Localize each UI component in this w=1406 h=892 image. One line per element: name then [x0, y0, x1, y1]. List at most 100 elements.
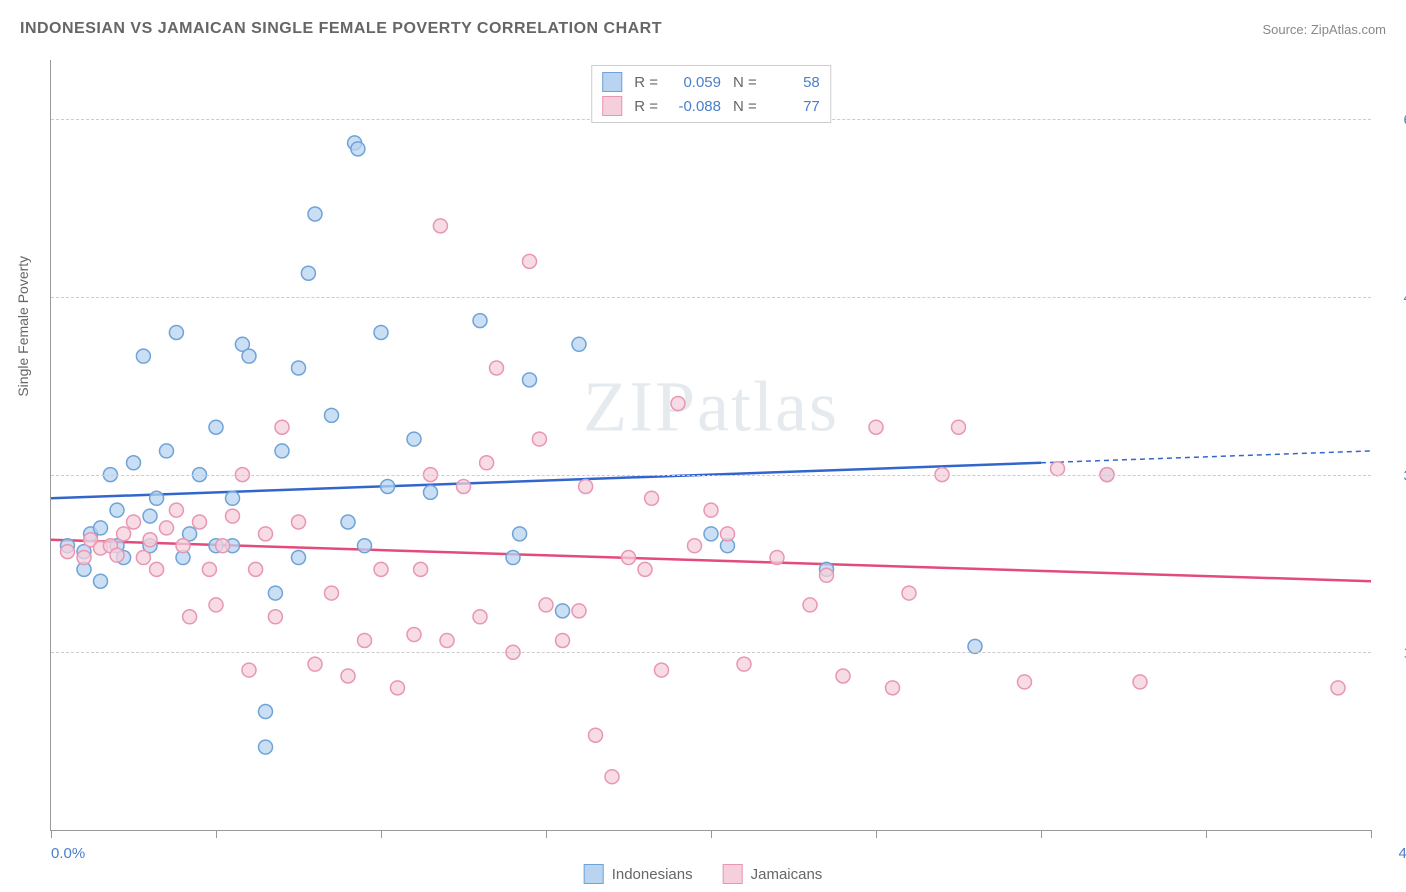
- grid-line: 15.0%: [51, 652, 1371, 653]
- scatter-point: [308, 207, 322, 221]
- scatter-point: [414, 562, 428, 576]
- scatter-point: [523, 254, 537, 268]
- source-attribution: Source: ZipAtlas.com: [1262, 22, 1386, 37]
- scatter-point: [1051, 462, 1065, 476]
- chart-title: INDONESIAN VS JAMAICAN SINGLE FEMALE POV…: [20, 20, 662, 38]
- scatter-point: [202, 562, 216, 576]
- n-label: N =: [733, 98, 757, 115]
- scatter-point: [183, 610, 197, 624]
- scatter-point: [1331, 681, 1345, 695]
- scatter-point: [216, 539, 230, 553]
- trend-line-extrapolated: [1041, 451, 1371, 463]
- scatter-point: [770, 551, 784, 565]
- chart-container: INDONESIAN VS JAMAICAN SINGLE FEMALE POV…: [0, 0, 1406, 892]
- scatter-point: [176, 539, 190, 553]
- scatter-point: [249, 562, 263, 576]
- x-tick: [216, 830, 217, 838]
- n-value-indonesians: 58: [765, 74, 820, 91]
- scatter-point: [61, 545, 75, 559]
- scatter-point: [358, 633, 372, 647]
- scatter-point: [704, 503, 718, 517]
- scatter-point: [259, 705, 273, 719]
- x-tick: [1371, 830, 1372, 838]
- trend-line: [51, 540, 1371, 581]
- scatter-point: [490, 361, 504, 375]
- scatter-point: [127, 515, 141, 529]
- scatter-point: [737, 657, 751, 671]
- legend-label-indonesians: Indonesians: [612, 866, 693, 883]
- x-tick: [711, 830, 712, 838]
- scatter-point: [351, 142, 365, 156]
- scatter-point: [391, 681, 405, 695]
- scatter-point: [169, 325, 183, 339]
- scatter-point: [110, 503, 124, 517]
- legend-row-jamaicans: R = -0.088 N = 77: [602, 94, 820, 118]
- scatter-point: [268, 586, 282, 600]
- scatter-point: [556, 604, 570, 618]
- scatter-point: [820, 568, 834, 582]
- x-tick: [51, 830, 52, 838]
- scatter-point: [440, 633, 454, 647]
- correlation-legend: R = 0.059 N = 58 R = -0.088 N = 77: [591, 65, 831, 123]
- scatter-point: [160, 521, 174, 535]
- scatter-point: [457, 479, 471, 493]
- n-value-jamaicans: 77: [765, 98, 820, 115]
- scatter-point: [721, 527, 735, 541]
- scatter-point: [374, 325, 388, 339]
- scatter-point: [886, 681, 900, 695]
- scatter-point: [589, 728, 603, 742]
- scatter-point: [292, 551, 306, 565]
- scatter-point: [645, 491, 659, 505]
- scatter-point: [836, 669, 850, 683]
- scatter-point: [688, 539, 702, 553]
- scatter-point: [143, 509, 157, 523]
- scatter-point: [292, 515, 306, 529]
- scatter-point: [110, 548, 124, 562]
- scatter-point: [1018, 675, 1032, 689]
- r-label: R =: [634, 98, 658, 115]
- grid-line: 30.0%: [51, 475, 1371, 476]
- scatter-point: [869, 420, 883, 434]
- scatter-point: [506, 551, 520, 565]
- x-tick: [876, 830, 877, 838]
- legend-row-indonesians: R = 0.059 N = 58: [602, 70, 820, 94]
- scatter-point: [242, 349, 256, 363]
- scatter-point: [638, 562, 652, 576]
- scatter-point: [301, 266, 315, 280]
- scatter-point: [480, 456, 494, 470]
- scatter-point: [952, 420, 966, 434]
- scatter-point: [358, 539, 372, 553]
- x-axis-max-label: 40.0%: [1398, 845, 1406, 862]
- scatter-point: [605, 770, 619, 784]
- scatter-point: [374, 562, 388, 576]
- swatch-indonesians: [602, 72, 622, 92]
- scatter-point: [77, 551, 91, 565]
- scatter-point: [136, 551, 150, 565]
- x-tick: [381, 830, 382, 838]
- scatter-point: [473, 610, 487, 624]
- scatter-point: [902, 586, 916, 600]
- scatter-point: [150, 491, 164, 505]
- plot-area: Single Female Poverty ZIPatlas R = 0.059…: [50, 60, 1371, 831]
- scatter-point: [242, 663, 256, 677]
- scatter-point: [532, 432, 546, 446]
- scatter-point: [579, 479, 593, 493]
- x-axis-min-label: 0.0%: [51, 845, 85, 862]
- scatter-point: [671, 397, 685, 411]
- r-label: R =: [634, 74, 658, 91]
- scatter-point: [473, 314, 487, 328]
- scatter-point: [407, 432, 421, 446]
- series-legend: Indonesians Jamaicans: [584, 864, 823, 884]
- swatch-jamaicans: [602, 96, 622, 116]
- scatter-point: [94, 574, 108, 588]
- scatter-point: [556, 633, 570, 647]
- scatter-point: [424, 485, 438, 499]
- scatter-point: [1133, 675, 1147, 689]
- n-label: N =: [733, 74, 757, 91]
- scatter-point: [381, 479, 395, 493]
- scatter-point: [150, 562, 164, 576]
- scatter-point: [127, 456, 141, 470]
- scatter-point: [275, 420, 289, 434]
- scatter-point: [655, 663, 669, 677]
- scatter-point: [513, 527, 527, 541]
